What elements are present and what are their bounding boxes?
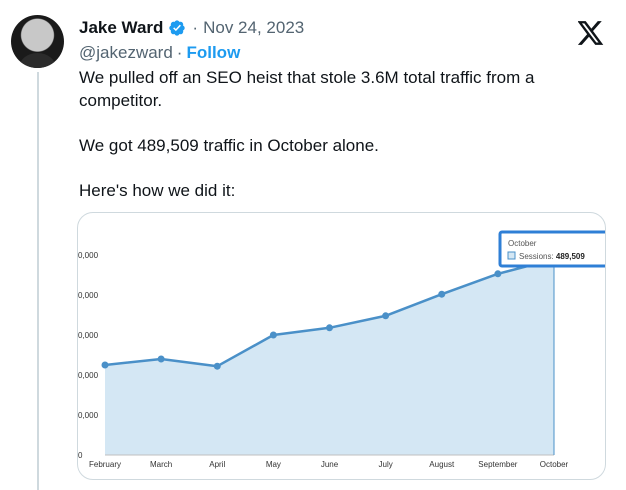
tooltip-box <box>498 230 605 268</box>
data-point <box>438 290 446 298</box>
data-point <box>269 331 277 339</box>
avatar-shoulders <box>19 53 56 68</box>
follow-button[interactable]: Follow <box>186 43 241 62</box>
author-header: Jake Ward · Nov 24, 2023 <box>79 16 304 40</box>
data-point <box>494 270 502 278</box>
data-point <box>382 312 390 320</box>
avatar[interactable] <box>11 15 64 68</box>
tweet-line-1: We pulled off an SEO heist that stole 3.… <box>79 68 535 110</box>
y-tick-label: 0,000 <box>78 371 99 380</box>
follow-separator: · <box>176 43 183 62</box>
series-area <box>105 259 554 455</box>
tweet-line-3: Here's how we did it: <box>79 181 236 200</box>
x-tick-label: June <box>321 460 339 469</box>
handle-row: @jakezward · Follow <box>79 42 240 64</box>
x-tick-label: April <box>209 460 225 469</box>
thread-line <box>37 72 39 490</box>
x-logo-icon[interactable] <box>578 21 604 45</box>
tweet-media-chart[interactable]: 0 0,000 0,000 0,000 0,000 0,000 February March A… <box>77 212 606 480</box>
chart-tooltip: October Sessions: 489,509 <box>498 230 605 268</box>
data-point <box>326 324 333 332</box>
x-tick-label: May <box>266 460 281 469</box>
y-tick-label: 0,000 <box>78 331 99 340</box>
y-tick-label: 0,000 <box>78 291 99 300</box>
x-tick-label: February <box>89 460 121 469</box>
tweet-body: We pulled off an SEO heist that stole 3.… <box>79 66 599 202</box>
verified-badge-icon <box>169 20 186 36</box>
tooltip-value: 489,509 <box>556 252 585 261</box>
y-tick-label: 0,000 <box>78 411 99 420</box>
data-point <box>157 355 165 363</box>
tooltip-label: Sessions: 489,509 <box>519 252 585 261</box>
data-point <box>213 362 221 370</box>
data-point <box>101 361 109 369</box>
x-tick-label: October <box>540 460 569 469</box>
x-tick-label: August <box>429 460 455 469</box>
user-handle[interactable]: @jakezward <box>79 43 173 62</box>
sessions-area-chart: 0 0,000 0,000 0,000 0,000 0,000 February March A… <box>78 230 605 469</box>
tooltip-swatch <box>507 251 516 260</box>
tweet-line-2: We got 489,509 traffic in October alone. <box>79 136 379 155</box>
y-tick-label: 0 <box>78 451 83 460</box>
x-tick-label: July <box>379 460 393 469</box>
x-tick-label: September <box>478 460 517 469</box>
x-tick-label: March <box>150 460 172 469</box>
tweet-date[interactable]: Nov 24, 2023 <box>203 18 305 37</box>
y-tick-label: 0,000 <box>78 251 99 260</box>
display-name[interactable]: Jake Ward <box>79 18 164 37</box>
tooltip-title: October <box>508 239 537 248</box>
header-separator: · <box>192 18 199 37</box>
